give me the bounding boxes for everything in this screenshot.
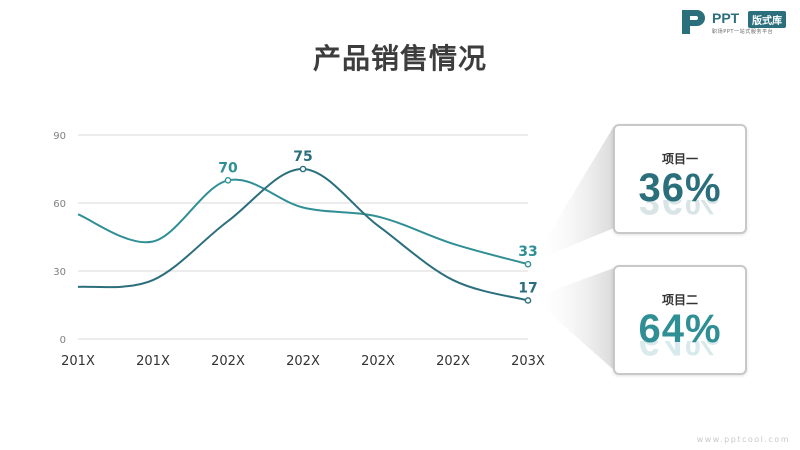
footer-url: www.pptcool.com	[696, 435, 790, 444]
y-tick-label: 90	[53, 131, 66, 142]
x-tick-label: 202X	[286, 354, 320, 369]
x-tick-label: 202X	[361, 354, 395, 369]
logo-mark-icon	[682, 10, 705, 34]
data-point	[299, 165, 307, 173]
callout-shape-1	[532, 126, 614, 262]
stat-card-value: 64%	[638, 307, 722, 351]
series-line-1	[77, 178, 529, 266]
x-tick-label: 201X	[136, 354, 170, 369]
x-tick-label: 201X	[61, 354, 95, 369]
callout-shape-2	[532, 268, 614, 370]
logo-tagline: 职场PPT一站式服务平台	[712, 29, 774, 35]
stat-card-reflection: 36%	[638, 200, 722, 222]
data-label: 75	[293, 149, 312, 165]
stat-card-value: 36%	[638, 166, 722, 210]
x-tick-label: 203X	[511, 354, 545, 369]
data-label: 33	[518, 244, 537, 260]
page-title: 产品销售情况	[312, 42, 487, 75]
brand-logo: PPT 版式库 职场PPT一站式服务平台	[680, 8, 792, 36]
stat-card-2: 项目二 64% 64%	[613, 265, 747, 375]
y-tick-label: 60	[53, 199, 66, 210]
x-tick-label: 202X	[436, 354, 470, 369]
stat-card-label: 项目二	[661, 293, 698, 307]
stat-card-reflection: 64%	[638, 341, 722, 363]
y-tick-label: 30	[53, 267, 66, 278]
data-label: 70	[218, 160, 238, 176]
data-point	[224, 177, 232, 184]
stat-card-1: 项目一 36% 36%	[613, 124, 747, 234]
data-point	[524, 260, 532, 268]
stat-card-label: 项目一	[661, 152, 698, 166]
x-tick-label: 202X	[211, 354, 245, 369]
logo-name: PPT	[712, 10, 740, 26]
y-tick-label: 0	[60, 335, 66, 346]
data-label: 17	[518, 280, 537, 296]
logo-badge: 版式库	[748, 11, 786, 28]
series-line-2	[77, 167, 529, 302]
data-point	[524, 297, 532, 304]
